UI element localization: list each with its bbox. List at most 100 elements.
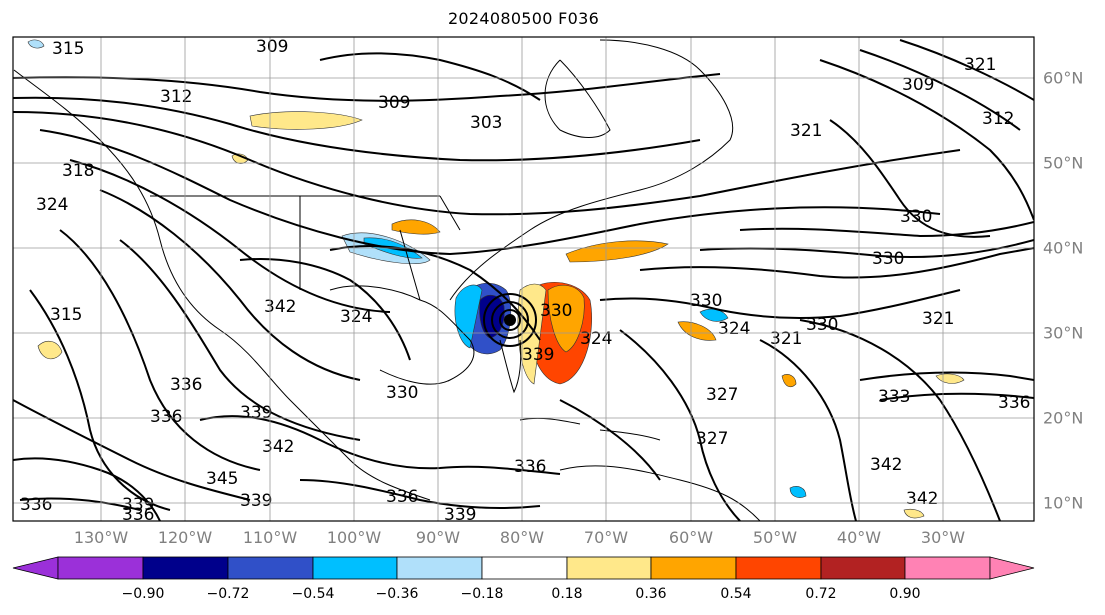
colorbar-tick-label: 0.54 bbox=[720, 586, 752, 602]
contour-line bbox=[59, 229, 261, 471]
contour-line bbox=[859, 49, 1021, 131]
colorbar-bin bbox=[650, 556, 737, 580]
contour-line bbox=[199, 415, 561, 475]
colorbar-tick-label: −0.90 bbox=[121, 586, 165, 602]
colorbar-bin bbox=[312, 556, 398, 580]
contour-label: 312 bbox=[982, 109, 1014, 129]
cyclone-center-contour bbox=[483, 293, 537, 347]
contour-line bbox=[859, 371, 1034, 381]
lon-label: 50°W bbox=[752, 528, 798, 547]
contour-label: 315 bbox=[52, 39, 84, 59]
colorbar-bin bbox=[566, 556, 652, 580]
contour-line bbox=[599, 289, 961, 319]
contour-label: 342 bbox=[870, 455, 902, 475]
map-plot-area: 315 309 312 309 303 309 312 321 318 324 … bbox=[13, 37, 1034, 521]
contour-label: 339 bbox=[522, 345, 554, 365]
contour-line bbox=[13, 73, 721, 102]
contour-label: 318 bbox=[62, 161, 94, 181]
contour-line bbox=[13, 96, 701, 162]
lon-label: 80°W bbox=[499, 528, 545, 547]
contour-line bbox=[299, 479, 541, 509]
colorbar-tick-label: −0.72 bbox=[206, 586, 250, 602]
contour-label: 342 bbox=[262, 437, 294, 457]
shade-blob-small-warm2 bbox=[903, 508, 925, 519]
contour-line bbox=[69, 159, 391, 313]
coast-gulf bbox=[329, 285, 475, 385]
shade-blob-pac-warm bbox=[37, 340, 63, 360]
colorbar-tick-label: −0.54 bbox=[291, 586, 335, 602]
contour-label: 339 bbox=[122, 495, 154, 515]
contour-label: 330 bbox=[806, 315, 838, 335]
contour-line bbox=[29, 289, 171, 511]
page-title: 2024080500 F036 bbox=[447, 9, 600, 28]
colorbar bbox=[12, 556, 1035, 580]
colorbar-bin bbox=[820, 556, 906, 580]
colorbar-tick-label: −0.18 bbox=[460, 586, 504, 602]
map-background bbox=[13, 37, 1034, 521]
contour-label: 336 bbox=[386, 487, 418, 507]
contour-line bbox=[879, 392, 1034, 401]
contour-line bbox=[13, 111, 961, 216]
contours bbox=[13, 39, 1034, 521]
coast-east bbox=[449, 39, 734, 301]
contour-label: 303 bbox=[470, 113, 502, 133]
shade-blob-atl-warm bbox=[565, 240, 669, 263]
contour-line bbox=[99, 189, 361, 381]
contour-label: 324 bbox=[340, 307, 372, 327]
contour-line bbox=[559, 399, 661, 481]
colorbar-bin bbox=[57, 556, 144, 580]
cyclone-center-contour bbox=[491, 301, 529, 339]
colorbar-tick-label: −0.36 bbox=[375, 586, 419, 602]
colorbar-tick-label: 0.90 bbox=[889, 586, 921, 602]
contour-label: 324 bbox=[718, 319, 750, 339]
contour-label: 339 bbox=[240, 403, 272, 423]
colorbar-tick-label: 0.18 bbox=[551, 586, 583, 602]
contour-label: 321 bbox=[922, 309, 954, 329]
contour-label: 330 bbox=[872, 249, 904, 269]
lon-label: 30°W bbox=[920, 528, 966, 547]
colorbar-bin bbox=[227, 556, 314, 580]
contour-label: 309 bbox=[378, 93, 410, 113]
contour-label: 327 bbox=[696, 429, 728, 449]
shade-blob-small-warm3 bbox=[781, 374, 797, 388]
contour-line bbox=[639, 247, 1034, 279]
contour-label: 336 bbox=[150, 407, 182, 427]
colorbar-tick-label: 0.36 bbox=[635, 586, 667, 602]
graticule bbox=[13, 37, 1034, 521]
shade-blob-atl-cool bbox=[699, 308, 729, 322]
shade-blob-atl-orange bbox=[677, 321, 717, 341]
map-frame bbox=[12, 36, 1035, 522]
contour-label: 336 bbox=[170, 375, 202, 395]
contour-label: 321 bbox=[790, 121, 822, 141]
contour-line bbox=[39, 129, 941, 256]
colorbar-bin bbox=[904, 556, 991, 580]
contour-line bbox=[329, 245, 541, 341]
shade-blob-jet-warm bbox=[391, 219, 441, 235]
colorbar-tick-label: 0.72 bbox=[805, 586, 837, 602]
lat-label: 50°N bbox=[1043, 153, 1084, 173]
contour-labels: 315 309 312 309 303 309 312 321 318 324 … bbox=[20, 37, 1030, 521]
lon-label: 90°W bbox=[415, 528, 461, 547]
lon-label: 110°W bbox=[242, 528, 298, 547]
contour-label: 309 bbox=[256, 37, 288, 57]
contour-label: 330 bbox=[900, 207, 932, 227]
lat-label: 30°N bbox=[1043, 323, 1084, 343]
coast-caribbean bbox=[519, 417, 661, 441]
contour-line bbox=[619, 329, 741, 521]
contour-label: 342 bbox=[906, 489, 938, 509]
lon-label: 60°W bbox=[668, 528, 714, 547]
lat-label: 60°N bbox=[1043, 68, 1084, 88]
lon-label: 40°W bbox=[836, 528, 882, 547]
shade-blob-orange bbox=[547, 285, 585, 353]
contour-label: 321 bbox=[964, 55, 996, 75]
contour-label: 342 bbox=[264, 297, 296, 317]
contour-label: 321 bbox=[770, 329, 802, 349]
lon-label: 120°W bbox=[157, 528, 213, 547]
cyclone-center-contour bbox=[499, 309, 521, 331]
contour-label: 336 bbox=[514, 457, 546, 477]
contour-line bbox=[119, 239, 361, 441]
contour-label: 324 bbox=[580, 329, 612, 349]
contour-label: 345 bbox=[206, 469, 238, 489]
contour-line bbox=[699, 239, 1034, 259]
